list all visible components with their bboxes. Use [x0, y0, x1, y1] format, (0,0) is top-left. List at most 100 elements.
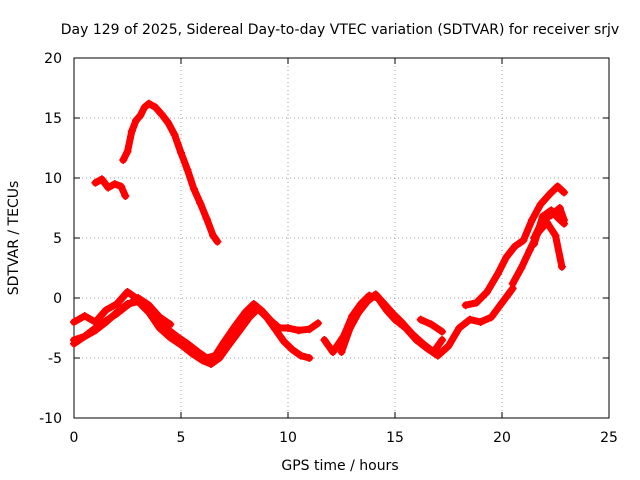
- data-point-marker: [455, 324, 464, 332]
- data-point-marker: [493, 270, 502, 278]
- data-point-marker: [91, 178, 100, 187]
- data-point-marker: [418, 339, 427, 348]
- data-point-marker: [271, 325, 280, 334]
- series-track-1: [91, 175, 130, 200]
- data-point-marker: [294, 326, 303, 335]
- x-tick-label: 20: [493, 430, 511, 446]
- series-trace: [338, 290, 446, 356]
- data-point-marker: [519, 236, 528, 245]
- data-point-marker: [177, 148, 185, 157]
- data-point-marker: [380, 300, 389, 308]
- data-point-marker: [127, 127, 136, 136]
- data-point-marker: [498, 298, 506, 307]
- data-point-marker: [209, 231, 218, 240]
- series-track-9: [461, 182, 569, 310]
- x-tick-label: 25: [600, 430, 618, 446]
- data-point-marker: [525, 246, 534, 254]
- data-point-marker: [144, 99, 153, 108]
- data-point-marker: [166, 320, 175, 329]
- data-point-marker: [102, 306, 111, 314]
- data-point-marker: [230, 322, 239, 331]
- data-point-marker: [337, 348, 346, 356]
- data-point-marker: [530, 234, 539, 242]
- data-point-marker: [545, 190, 554, 199]
- data-point-marker: [508, 279, 517, 288]
- data-point-marker: [136, 111, 145, 120]
- series-track-7: [337, 290, 447, 356]
- data-point-marker: [553, 182, 562, 191]
- data-point-marker: [121, 192, 130, 200]
- data-point-marker: [104, 183, 113, 192]
- x-tick-label: 5: [177, 430, 186, 446]
- data-point-marker: [241, 308, 250, 317]
- data-point-marker: [234, 327, 243, 336]
- data-point-marker: [465, 315, 474, 324]
- data-point-marker: [249, 300, 258, 308]
- series-trace: [70, 294, 174, 348]
- data-point-marker: [254, 304, 263, 313]
- data-point-marker: [170, 130, 179, 139]
- y-tick-label: 0: [53, 291, 62, 307]
- data-point-marker: [284, 324, 292, 332]
- data-point-marker: [110, 180, 119, 188]
- data-point-marker: [140, 103, 149, 112]
- series-trace: [70, 288, 322, 362]
- data-point-marker: [502, 253, 511, 262]
- data-point-marker: [187, 349, 196, 358]
- data-point-marker: [279, 337, 288, 346]
- data-point-marker: [296, 351, 305, 360]
- series-track-8: [416, 315, 447, 336]
- y-tick-label: 10: [44, 171, 62, 187]
- series-track-12: [530, 204, 569, 242]
- data-point-marker: [305, 354, 314, 362]
- data-point-marker: [429, 348, 438, 356]
- y-axis-label: SDTVAR / TECUs: [6, 181, 22, 296]
- data-point-marker: [305, 325, 314, 334]
- data-point-marker: [363, 297, 372, 306]
- data-point-marker: [112, 300, 121, 308]
- data-point-marker: [427, 320, 436, 329]
- axis-ticks: 0 5 10 15 20 25 -10 -5 0 5 10 15 20: [39, 51, 618, 446]
- data-point-marker: [433, 351, 442, 360]
- data-series: [70, 99, 569, 368]
- data-point-marker: [151, 103, 160, 112]
- series-track-2: [119, 99, 222, 246]
- data-point-marker: [397, 318, 406, 326]
- data-point-marker: [196, 199, 205, 208]
- data-point-marker: [164, 118, 173, 127]
- y-tick-label: 15: [44, 111, 62, 127]
- data-point-marker: [557, 262, 566, 271]
- data-point-marker: [102, 316, 111, 325]
- data-point-marker: [123, 288, 132, 296]
- x-tick-label: 15: [386, 430, 404, 446]
- data-point-marker: [388, 309, 397, 318]
- y-tick-label: -10: [39, 411, 62, 427]
- chart-title: Day 129 of 2025, Sidereal Day-to-day VTE…: [61, 22, 619, 38]
- data-point-marker: [510, 242, 519, 251]
- data-point-marker: [144, 301, 153, 310]
- data-point-marker: [70, 339, 78, 348]
- data-point-marker: [198, 356, 207, 365]
- data-point-marker: [408, 330, 417, 338]
- data-point-marker: [206, 360, 215, 368]
- y-tick-label: -5: [48, 351, 62, 367]
- y-tick-label: 5: [53, 231, 62, 247]
- data-point-marker: [483, 288, 492, 296]
- data-point-marker: [438, 336, 447, 344]
- data-point-marker: [215, 354, 224, 362]
- data-point-marker: [202, 214, 211, 223]
- data-point-marker: [461, 301, 470, 310]
- data-point-marker: [527, 216, 536, 224]
- data-point-marker: [472, 298, 481, 307]
- y-tick-label: 20: [44, 51, 62, 67]
- data-point-marker: [560, 188, 569, 197]
- data-point-marker: [183, 165, 192, 174]
- data-point-marker: [547, 211, 556, 220]
- data-point-marker: [551, 231, 560, 240]
- grid: [74, 58, 609, 418]
- data-point-marker: [416, 315, 425, 324]
- data-point-marker: [157, 110, 166, 119]
- x-tick-label: 10: [279, 430, 297, 446]
- data-point-marker: [123, 147, 132, 156]
- data-point-marker: [487, 313, 496, 322]
